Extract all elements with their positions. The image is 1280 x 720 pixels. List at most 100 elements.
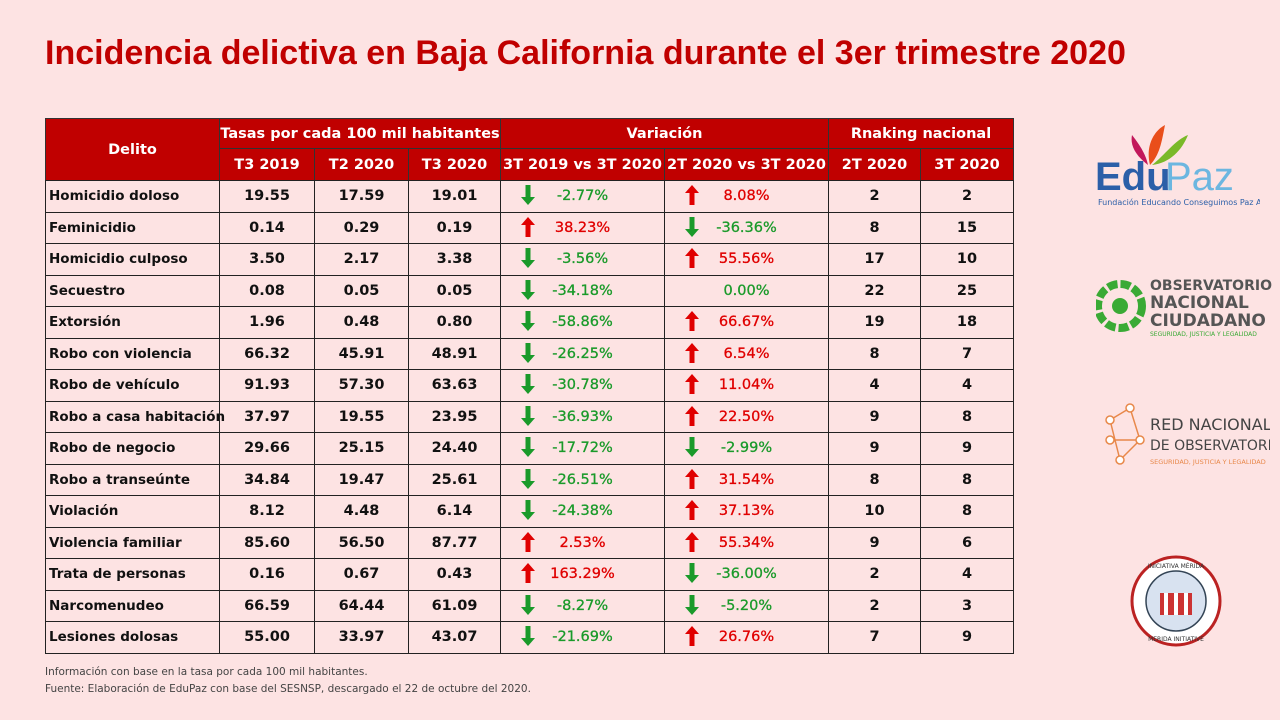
cell: 9	[828, 432, 921, 465]
cell-text: 37.97	[244, 408, 290, 425]
header-cell: 3T 2019 vs 3T 2020	[500, 148, 665, 181]
cell: 6.14	[408, 495, 501, 528]
cell: 19	[828, 306, 921, 339]
cell: 6	[920, 526, 1014, 559]
cell-text: 64.44	[338, 597, 385, 614]
logo-text: Fundación Educando Conseguimos Paz A.C.	[1098, 197, 1260, 207]
cell-text: 4	[961, 377, 973, 394]
cell-text: 6.14	[436, 503, 473, 520]
cell-text: -8.27%	[556, 597, 609, 614]
cell: 163.29%	[500, 558, 665, 591]
cell-text: Violación	[49, 503, 119, 520]
cell-text: -3.56%	[556, 251, 609, 268]
cell-text: 17.59	[338, 188, 385, 205]
logo-merida: INICIATIVA MÉRIDA MERIDA INITIATIVE	[1130, 555, 1222, 647]
cell-text: 2.53%	[559, 534, 606, 551]
cell-text: -36.36%	[716, 219, 777, 236]
cell: Extorsión	[45, 306, 220, 339]
cell-text: 11.04%	[718, 377, 775, 394]
cell: 8	[920, 495, 1014, 528]
cell-text: Robo a casa habitación	[49, 408, 226, 425]
cell: 17.59	[314, 180, 409, 213]
logo-text: NACIONAL	[1150, 293, 1249, 313]
cell: 0.19	[408, 211, 501, 244]
cell-text: 0.43	[436, 566, 473, 583]
cell: -17.72%	[500, 432, 665, 465]
cell-text: 24.40	[431, 440, 478, 457]
cell: -3.56%	[500, 243, 665, 276]
cell-text: 8.08%	[723, 188, 770, 205]
cell: 25	[920, 274, 1014, 307]
cell-text: 2	[869, 566, 880, 583]
arrow-down	[521, 374, 535, 394]
cell: 10	[920, 243, 1014, 276]
cell-text: 57.30	[338, 377, 385, 394]
cell: 66.32	[219, 337, 315, 370]
cell: -36.36%	[664, 211, 829, 244]
cell: 0.14	[219, 211, 315, 244]
cell-text: 0.00%	[723, 282, 770, 299]
arrow-down	[521, 405, 535, 426]
cell: 8.12	[219, 495, 315, 528]
cell-text: 2	[961, 188, 973, 205]
cell-text: -17.72%	[552, 440, 613, 457]
cell-text: 7	[869, 629, 880, 646]
cell: 1.96	[219, 306, 315, 339]
header-cell: Rnaking nacional	[828, 118, 1014, 149]
arrow-down	[521, 594, 535, 615]
cell-text: 2	[869, 188, 880, 205]
cell-text: 8	[961, 503, 973, 520]
cell-text: 3.38	[436, 251, 473, 268]
cell: -24.38%	[500, 495, 665, 528]
cell: 0.05	[314, 274, 409, 307]
cell: 63.63	[408, 369, 501, 402]
cell: -58.86%	[500, 306, 665, 339]
cell: 34.84	[219, 463, 315, 496]
cell-text: -30.78%	[552, 377, 613, 394]
cell-text: 55.34%	[718, 534, 775, 551]
cell-text: Robo con violencia	[49, 345, 192, 362]
cell: Violencia familiar	[45, 526, 220, 559]
arrow-down	[685, 216, 699, 237]
cell: -30.78%	[500, 369, 665, 402]
cell: 33.97	[314, 621, 409, 654]
cell: 87.77	[408, 526, 501, 559]
cell-text: 66.67%	[718, 314, 775, 331]
cell: -21.69%	[500, 621, 665, 654]
arrow-up	[521, 216, 535, 237]
cell: 4	[828, 369, 921, 402]
cell-text: 9	[869, 534, 880, 551]
cell-text: 4.48	[343, 503, 380, 520]
cell-text: 45.91	[338, 345, 385, 362]
cell-text: 0.14	[249, 219, 285, 236]
cell-text: 4	[961, 566, 973, 583]
arrow-down	[521, 500, 535, 520]
cell: 56.50	[314, 526, 409, 559]
cell: 8	[920, 463, 1014, 496]
cell-text: Feminicidio	[49, 219, 136, 236]
cell-text: Homicidio culposo	[49, 251, 188, 268]
cell-text: 3	[961, 597, 973, 614]
cell: 15	[920, 211, 1014, 244]
cell-text: 66.32	[244, 345, 290, 362]
cell: Robo de vehículo	[45, 369, 220, 402]
cell: 0.08	[219, 274, 315, 307]
cell-text: T3 2020	[421, 156, 488, 173]
cell-text: 0.05	[343, 282, 380, 299]
cell-text: 0.80	[436, 314, 473, 331]
cell-text: 63.63	[431, 377, 478, 394]
cell: 9	[920, 432, 1014, 465]
arrow-up	[521, 531, 535, 552]
cell-text: Secuestro	[49, 282, 126, 299]
cell-text: 0.05	[436, 282, 473, 299]
cell-text: 9	[869, 440, 880, 457]
cell: Lesiones dolosas	[45, 621, 220, 654]
cell: 8.08%	[664, 180, 829, 213]
cell: -26.51%	[500, 463, 665, 496]
cell-text: Narcomenudeo	[49, 597, 164, 614]
cell-text: 3.50	[249, 251, 285, 268]
cell: 19.55	[219, 180, 315, 213]
header-cell: T3 2020	[408, 148, 501, 181]
arrow-down	[521, 311, 535, 331]
